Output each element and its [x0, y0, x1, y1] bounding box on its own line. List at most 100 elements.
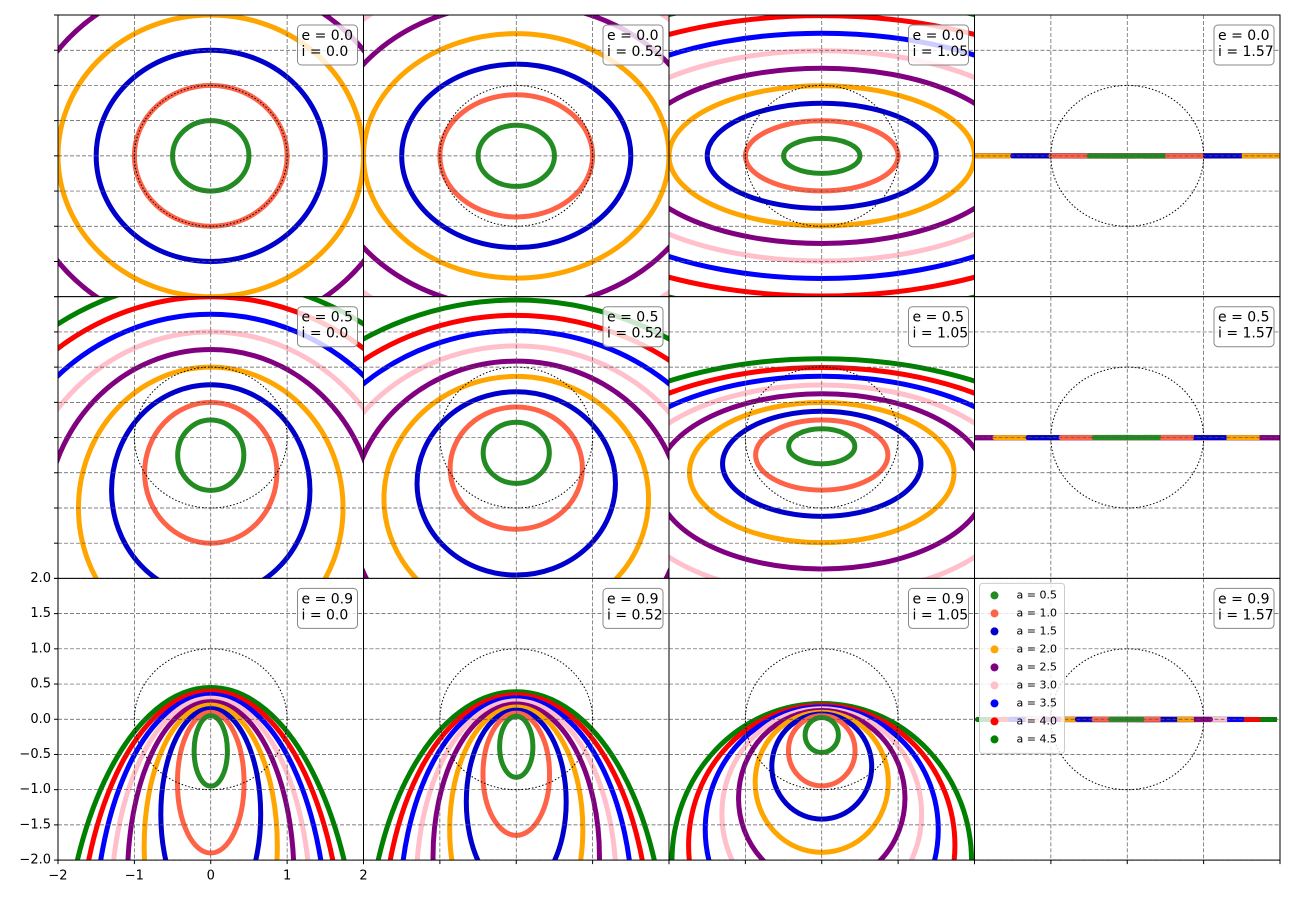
orbit — [158, 706, 264, 861]
plot-area — [363, 578, 669, 861]
annotation-box — [1213, 24, 1275, 66]
reference-circle — [439, 648, 594, 791]
annotation: e = 0.9 — [1218, 591, 1270, 607]
annotation: e = 0.9 — [607, 591, 659, 607]
panel: e = 0.5i = 1.57 — [974, 296, 1281, 579]
annotation-box — [908, 587, 969, 629]
legend-marker — [990, 663, 999, 672]
legend-marker — [990, 627, 999, 636]
plot-area — [669, 578, 975, 861]
panel: e = 0.5i = 0.52 — [363, 296, 670, 579]
legend-label: a = 1.5 — [1017, 624, 1057, 637]
x-tick-label: −2 — [48, 869, 67, 884]
annotation: e = 0.9 — [302, 591, 354, 607]
orbit — [111, 695, 311, 861]
y-tick-label: −2.0 — [19, 853, 51, 868]
annotation: i = 0.0 — [302, 44, 349, 60]
annotation: i = 0.0 — [302, 607, 349, 623]
y-tick-label: −1.0 — [19, 782, 51, 797]
annotation: i = 1.57 — [1218, 326, 1274, 342]
legend-marker — [990, 591, 999, 600]
x-tick-label: −1 — [125, 869, 144, 884]
legend-marker — [990, 681, 999, 690]
reference-circle — [744, 648, 899, 791]
plot-area — [363, 15, 669, 297]
panel: e = 0.9i = 1.57 a = 0.5 a = 1.0 a = 1.5 a = … — [974, 577, 1281, 865]
annotation-box — [1213, 587, 1275, 629]
annotation: i = 1.57 — [1218, 44, 1274, 60]
legend-label: a = 1.0 — [1017, 606, 1057, 619]
annotation-box — [602, 587, 664, 629]
annotation: i = 0.52 — [607, 607, 663, 623]
annotation: i = 1.57 — [1218, 607, 1274, 623]
legend-label: a = 4.5 — [1017, 732, 1057, 745]
legend-marker — [990, 735, 999, 744]
y-tick-label: 0.5 — [30, 677, 51, 692]
panel: e = 0.5i = 0.0 — [54, 296, 364, 579]
legend-label: a = 2.5 — [1017, 660, 1057, 673]
orbit — [669, 48, 975, 264]
annotation: i = 0.0 — [302, 326, 349, 342]
panel: e = 0.0i = 1.05 — [668, 14, 975, 298]
annotation-box — [602, 306, 664, 348]
panel: −2.0 −1.5 −1.0 −0.5 0.0 0.5 1.0 1.5 2.0 −2 −1 0 1 2 e … — [19, 571, 367, 884]
legend-label: a = 3.5 — [1017, 696, 1057, 709]
annotation: e = 0.5 — [1218, 310, 1270, 326]
annotation: i = 1.05 — [913, 44, 969, 60]
y-tick-label: 0.0 — [30, 712, 51, 727]
plot-area — [974, 296, 1280, 579]
panel: e = 0.5i = 1.05 — [668, 296, 975, 579]
legend-label: a = 4.0 — [1017, 714, 1057, 727]
orbit — [463, 707, 569, 861]
annotation-box — [602, 24, 664, 66]
panel: e = 0.9i = 0.52 — [363, 577, 670, 865]
annotation: e = 0.0 — [1218, 28, 1270, 44]
annotation: e = 0.5 — [302, 310, 354, 326]
annotation: e = 0.0 — [913, 28, 965, 44]
annotation: e = 0.0 — [607, 28, 659, 44]
annotation: e = 0.5 — [607, 310, 659, 326]
orbit — [58, 347, 364, 466]
reference-circle — [133, 84, 288, 227]
orbit — [363, 358, 669, 579]
annotation: e = 0.9 — [913, 591, 965, 607]
annotation-box — [297, 24, 358, 66]
annotation: i = 0.52 — [607, 326, 663, 342]
legend-label: a = 0.5 — [1017, 588, 1057, 601]
panel: e = 0.9i = 1.05 — [668, 577, 975, 865]
reference-circle — [1050, 648, 1205, 791]
reference-circle — [439, 366, 594, 509]
legend-marker — [990, 717, 999, 726]
x-tick-label: 0 — [207, 869, 215, 884]
reference-circle — [133, 648, 288, 791]
annotation: i = 1.05 — [913, 607, 969, 623]
legend-marker — [990, 699, 999, 708]
reference-circle — [1050, 84, 1205, 227]
legend-label: a = 2.0 — [1017, 642, 1057, 655]
y-tick-label: −0.5 — [19, 747, 51, 762]
y-tick-label: 2.0 — [30, 571, 51, 586]
annotation-box — [297, 587, 358, 629]
reference-circle — [1050, 366, 1205, 509]
reference-circle — [133, 366, 288, 509]
legend-box — [979, 582, 1065, 754]
legend-label: a = 3.0 — [1017, 678, 1057, 691]
y-tick-label: 1.0 — [30, 641, 51, 656]
annotation: e = 0.0 — [302, 28, 354, 44]
orbit — [109, 382, 313, 579]
panel: e = 0.0i = 1.57 — [974, 14, 1281, 298]
orbit — [430, 701, 602, 861]
reference-circle — [439, 84, 594, 227]
annotation: e = 0.5 — [913, 310, 965, 326]
orbit — [58, 311, 364, 380]
annotation-box — [908, 306, 969, 348]
y-tick-label: −1.5 — [19, 817, 51, 832]
legend-marker — [990, 645, 999, 654]
x-tick-label: 2 — [359, 869, 367, 884]
legend-marker — [990, 609, 999, 618]
orbit — [86, 688, 336, 861]
orbit — [400, 695, 632, 861]
orbit — [669, 382, 975, 579]
annotation-box — [1213, 306, 1275, 348]
y-tick-label: 1.5 — [30, 606, 51, 621]
